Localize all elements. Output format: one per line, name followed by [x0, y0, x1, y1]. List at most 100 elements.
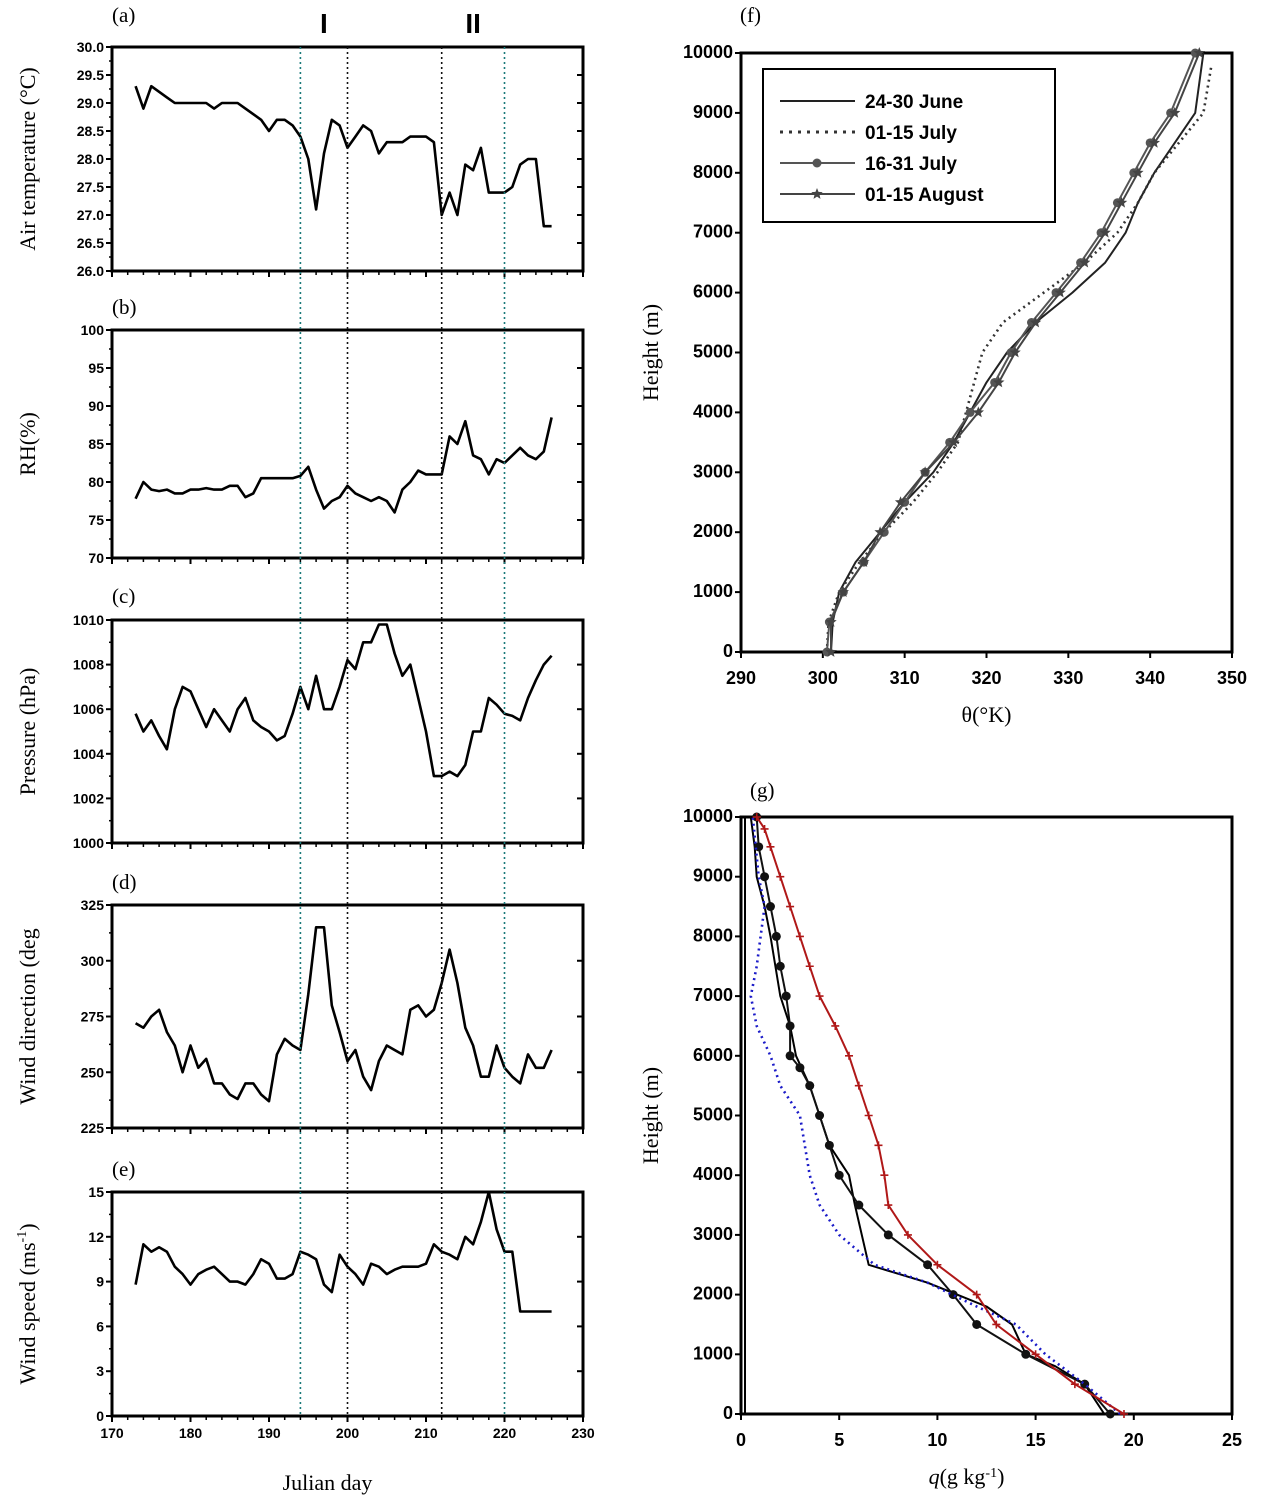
data-point-marker	[972, 1290, 981, 1299]
period-label-2: II	[465, 8, 481, 39]
data-point-marker	[811, 188, 823, 199]
data-point-marker	[760, 872, 770, 882]
data-point-marker	[919, 466, 931, 478]
y-tick-label: 1008	[73, 657, 104, 673]
series-line-e-1	[134, 1190, 552, 1313]
data-point-marker	[1021, 1349, 1031, 1359]
x-axis-label-text: θ(°K)	[962, 702, 1012, 727]
y-tick-label: 1006	[73, 701, 104, 717]
y-tick-label: 225	[81, 1120, 105, 1136]
y-tick-label: 27.0	[77, 207, 104, 223]
y-tick-label: 3000	[693, 1224, 733, 1244]
plot-frame-g	[739, 815, 1234, 1416]
y-tick-label: 29.0	[77, 95, 104, 111]
data-point-marker	[874, 1141, 883, 1150]
data-point-marker	[992, 1320, 1001, 1329]
y-tick-label: 1002	[73, 790, 104, 806]
x-axis-label-sup: -1	[985, 1466, 997, 1481]
data-point-marker	[781, 991, 791, 1001]
x-axis-label-f: θ(°K)	[962, 702, 1012, 727]
data-point-marker	[771, 931, 781, 941]
y-tick-label: 15	[88, 1184, 104, 1200]
x-tick-label: 220	[493, 1425, 517, 1441]
data-point-marker	[993, 376, 1005, 388]
data-point-marker	[1054, 286, 1066, 298]
x-tick-label: 310	[890, 668, 920, 688]
panel-f: (f) 0 1000 2000 3000 4000 5000 6000 7000 8000 9000…	[638, 3, 1247, 727]
data-point-marker	[854, 1200, 864, 1210]
x-axis-label-text: q	[929, 1464, 940, 1489]
y-tick-label: 10000	[683, 806, 733, 826]
y-tick-label: 9000	[693, 866, 733, 886]
y-tick-label: 6000	[693, 1045, 733, 1065]
y-tick-label: 7000	[693, 222, 733, 242]
data-point-marker	[972, 406, 984, 418]
y-tick-label: 4000	[693, 401, 733, 421]
data-point-marker	[775, 961, 785, 971]
shared-x-axis-label: Julian day	[283, 1470, 373, 1495]
data-point-marker	[765, 902, 775, 912]
data-point-marker	[1119, 1410, 1128, 1418]
data-point-marker	[760, 824, 769, 833]
x-tick-label: 350	[1217, 668, 1247, 688]
y-axis-label-text: Height (m)	[638, 1067, 663, 1164]
data-point-marker	[752, 813, 761, 821]
x-tick-label: 200	[336, 1425, 360, 1441]
data-point-marker	[1169, 106, 1181, 118]
data-point-marker	[1009, 346, 1021, 358]
data-point-marker	[948, 1290, 958, 1300]
y-tick-label: 26.0	[77, 263, 104, 279]
x-tick-label: 330	[1053, 668, 1083, 688]
y-axis-label-text: Pressure (hPa)	[15, 668, 40, 796]
y-tick-label: 2000	[693, 1284, 733, 1304]
data-point-marker	[785, 1021, 795, 1031]
data-point-marker	[933, 1260, 942, 1269]
panel-label-c: (c)	[112, 584, 135, 608]
data-point-marker	[834, 1170, 844, 1180]
data-point-marker	[884, 1201, 893, 1210]
series-line-g-1	[749, 816, 1106, 1415]
panel-e: (e) 0 3 6 9 12 15 170 180 190 200 210 220 230 Wind spe…	[15, 1157, 595, 1441]
data-point-marker	[815, 992, 824, 1001]
y-tick-label: 6000	[693, 282, 733, 302]
data-point-marker	[824, 1140, 834, 1150]
data-point-marker	[825, 616, 837, 627]
y-tick-label: 8000	[693, 162, 733, 182]
data-point-marker	[965, 407, 975, 417]
data-point-marker	[883, 1230, 893, 1240]
panel-b: (b) 70 75 80 85 90 95 100 RH(%)	[15, 295, 585, 566]
x-tick-label: 320	[971, 668, 1001, 688]
y-tick-label: 27.5	[77, 179, 104, 195]
x-tick-label: 15	[1026, 1430, 1046, 1450]
y-tick-label: 26.5	[77, 235, 104, 251]
data-point-marker	[845, 1051, 854, 1060]
y-tick-label: 275	[81, 1009, 105, 1025]
y-tick-label: 0	[723, 641, 733, 661]
y-tick-label: 29.5	[77, 67, 104, 83]
series-line-g-2	[755, 816, 1111, 1415]
x-tick-label: 300	[808, 668, 838, 688]
y-axis-label-text: Wind direction (deg	[15, 928, 40, 1104]
panel-g: (g) 0 1000 2000 3000 4000 5000 6000 7000 8000 9000…	[638, 778, 1242, 1489]
panel-label-f: (f)	[740, 3, 761, 27]
panel-c: (c) 1000 1002 1004 1006 1008 1010 Pressure (hPa…	[15, 584, 585, 851]
data-point-marker	[805, 962, 814, 971]
data-point-marker	[880, 1171, 889, 1180]
data-point-marker	[1115, 196, 1128, 208]
legend-entry-4: 01-15 August	[865, 185, 984, 206]
y-tick-label: 100	[81, 322, 105, 338]
data-point-marker	[923, 1260, 933, 1270]
y-tick-label: 7000	[693, 985, 733, 1005]
y-axis-label-c: Pressure (hPa)	[15, 668, 40, 796]
data-point-marker	[894, 496, 907, 508]
y-tick-label: 5000	[693, 342, 733, 362]
data-point-marker	[1070, 1380, 1079, 1389]
y-tick-label: 300	[81, 953, 105, 969]
data-point-marker	[786, 902, 795, 911]
y-tick-label: 70	[88, 550, 104, 566]
y-axis-label-b: RH(%)	[15, 412, 40, 476]
data-point-marker	[815, 1111, 825, 1120]
x-tick-label: 0	[736, 1430, 746, 1450]
y-tick-label: 2000	[693, 521, 733, 541]
data-point-marker	[1029, 316, 1042, 328]
